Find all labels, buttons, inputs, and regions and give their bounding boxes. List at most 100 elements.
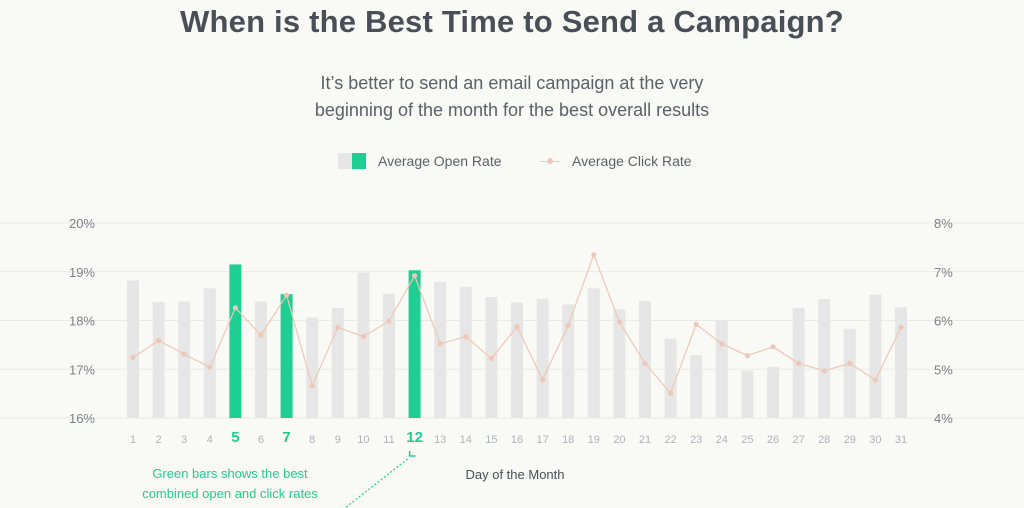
y-tick-label-left: 17%: [69, 362, 95, 377]
subtitle-line-1: It’s better to send an email campaign at…: [320, 73, 704, 93]
click-rate-point: [156, 337, 162, 344]
x-tick-label: 26: [767, 434, 779, 446]
legend-item-click-rate: Average Click Rate: [540, 153, 692, 169]
click-rate-point: [488, 355, 494, 362]
click-rate-point: [642, 360, 648, 366]
bar: [383, 293, 395, 418]
bar: [690, 355, 703, 418]
bar-highlight: [408, 270, 421, 418]
click-rate-point: [514, 324, 520, 330]
x-tick-label: 13: [434, 434, 446, 446]
click-rate-point: [591, 252, 597, 258]
y-tick-label-left: 19%: [69, 265, 95, 280]
y-tick-label-right: 8%: [934, 216, 953, 231]
y-tick-label-right: 5%: [934, 362, 953, 377]
x-tick-label: 18: [562, 434, 574, 446]
bar: [152, 301, 165, 418]
bar: [767, 366, 779, 418]
bar: [127, 280, 139, 418]
click-rate-point: [437, 341, 443, 347]
x-tick-label: 20: [613, 434, 625, 446]
x-tick-label: 4: [207, 434, 213, 446]
bar: [843, 328, 856, 418]
click-rate-point: [565, 322, 571, 328]
click-rate-point: [309, 383, 315, 389]
bar: [178, 301, 191, 418]
x-tick-label: 21: [639, 434, 651, 446]
x-tick-label: 2: [156, 434, 162, 446]
legend-green-bar-swatch: [352, 153, 366, 169]
click-rate-point: [821, 368, 827, 374]
click-rate-point: [360, 333, 366, 340]
click-rate-point: [258, 332, 264, 338]
bar: [459, 286, 472, 418]
bar: [613, 309, 626, 418]
click-rate-point: [412, 273, 418, 279]
click-rate-point: [847, 360, 853, 366]
bar: [331, 307, 344, 418]
x-tick-label: 15: [485, 434, 497, 446]
bar: [562, 304, 575, 418]
x-tick-label: 1: [130, 434, 136, 446]
bar: [869, 294, 882, 418]
x-tick-label: 19: [588, 434, 600, 446]
click-rate-point: [232, 305, 238, 311]
click-rate-point: [796, 360, 802, 366]
x-tick-label-highlight: 12: [406, 429, 423, 446]
bar: [741, 370, 754, 418]
click-rate-point: [693, 321, 699, 327]
click-rate-point: [668, 390, 674, 396]
legend-grey-bar-swatch: [338, 153, 352, 169]
click-rate-point: [872, 377, 879, 383]
legend-click-rate-label: Average Click Rate: [572, 153, 692, 169]
click-rate-point: [616, 319, 623, 325]
bar: [203, 288, 216, 418]
click-rate-point: [335, 324, 341, 330]
x-tick-label: 14: [460, 434, 472, 446]
annotation-note: Green bars shows the best combined open …: [130, 464, 330, 504]
bar: [306, 317, 319, 418]
x-tick-label: 3: [181, 434, 187, 446]
x-tick-label: 28: [818, 434, 830, 446]
annotation-bracket: [408, 451, 416, 457]
annotation-line-2: combined open and click rates: [142, 486, 318, 501]
x-tick-label: 11: [383, 434, 394, 446]
y-tick-label-right: 7%: [934, 265, 953, 280]
y-tick-label-right: 4%: [934, 411, 953, 426]
chart-subtitle: It’s better to send an email campaign at…: [0, 70, 1024, 124]
x-tick-label: 29: [844, 434, 856, 446]
click-rate-point: [770, 344, 776, 350]
x-tick-label: 9: [335, 434, 341, 446]
x-tick-label: 27: [792, 434, 804, 446]
x-tick-label: 31: [895, 434, 907, 446]
click-rate-point: [181, 351, 187, 357]
click-rate-point: [744, 353, 751, 359]
x-tick-label: 25: [741, 434, 753, 446]
bar: [255, 301, 267, 418]
click-rate-point: [463, 333, 469, 340]
y-tick-label-right: 6%: [934, 314, 953, 329]
chart-legend: Average Open Rate Average Click Rate: [0, 153, 1024, 175]
y-tick-label-left: 16%: [69, 411, 95, 426]
x-tick-label-highlight: 5: [231, 429, 239, 446]
click-rate-point: [719, 341, 725, 347]
bar: [511, 302, 523, 418]
x-tick-label: 22: [664, 434, 676, 446]
click-rate-point: [207, 364, 213, 370]
subtitle-line-2: beginning of the month for the best over…: [314, 100, 710, 120]
chart-title: When is the Best Time to Send a Campaign…: [180, 4, 844, 39]
click-rate-point: [284, 292, 290, 298]
bar-highlight: [280, 294, 293, 418]
bar: [664, 338, 677, 418]
legend-item-open-rate: Average Open Rate: [338, 153, 502, 169]
x-tick-label: 16: [511, 434, 523, 446]
click-rate-point: [898, 324, 904, 330]
annotation-line-1: Green bars shows the best: [152, 466, 308, 481]
bar: [357, 272, 370, 418]
x-tick-label: 6: [258, 434, 264, 446]
bar: [895, 307, 907, 418]
click-rate-point: [130, 354, 136, 361]
x-axis-label: Day of the Month: [466, 467, 565, 482]
bar: [434, 281, 447, 418]
x-tick-label-highlight: 7: [282, 429, 290, 446]
